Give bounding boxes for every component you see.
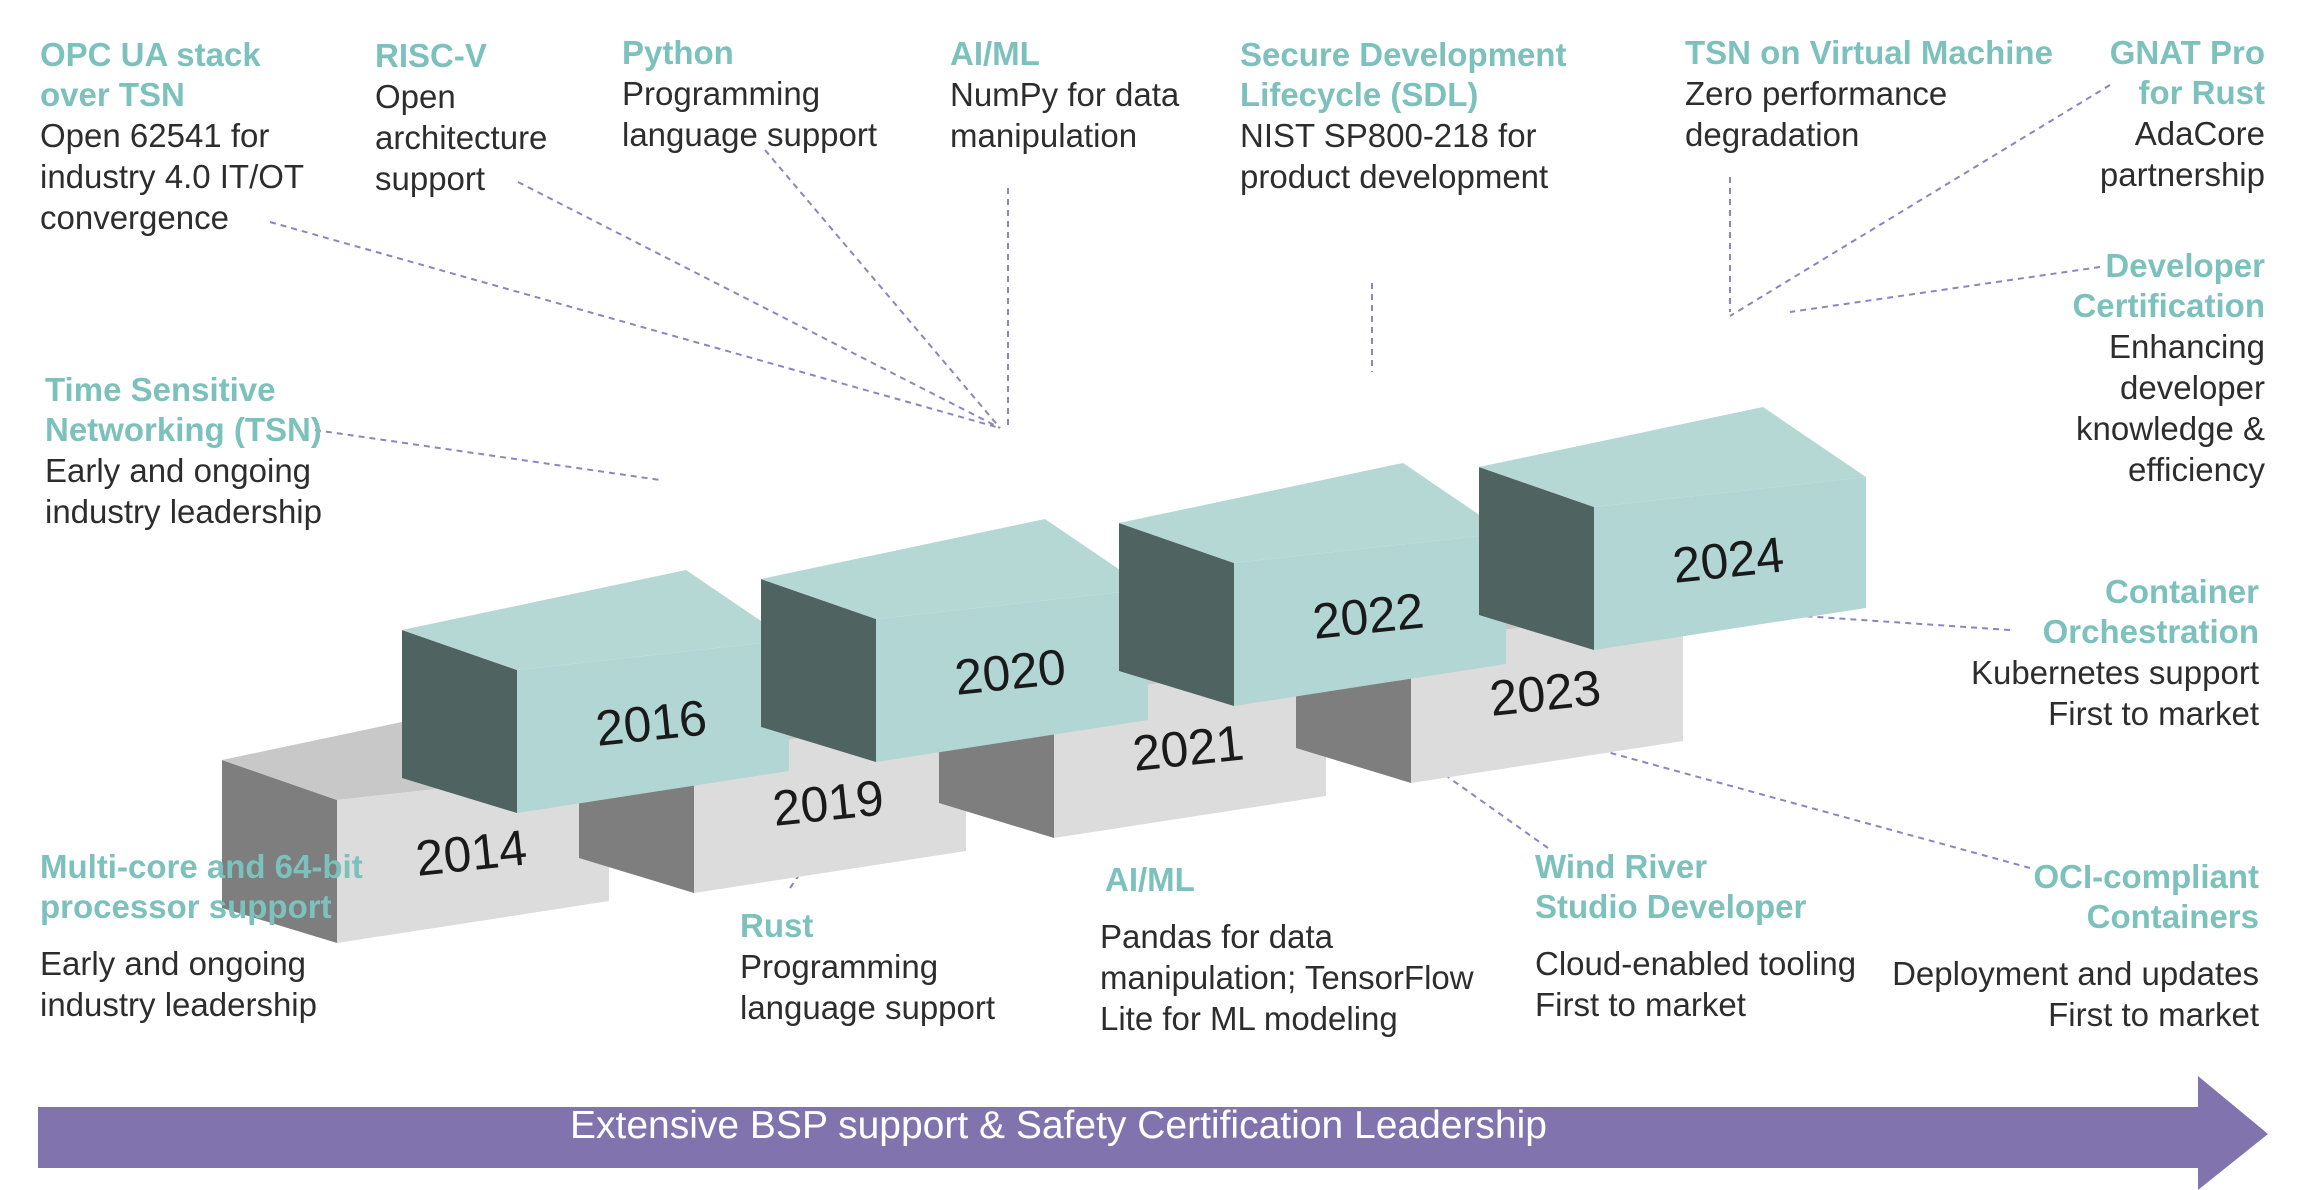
block-top-2024 [1479,407,1866,507]
year-label-2020: 2020 [952,638,1068,705]
year-label-2021: 2021 [1130,714,1246,781]
banner-arrow [38,1076,2268,1190]
block-side-2024 [1479,467,1594,650]
year-label-2019: 2019 [770,769,886,836]
block-side-2016 [402,630,517,813]
year-label-2023: 2023 [1487,659,1603,726]
annotation-tsn: Time Sensitive Networking (TSN) Early an… [45,371,322,530]
block-top-2020 [761,519,1148,619]
annotation-wind-river-studio: Wind River Studio Developer Cloud-enable… [1535,848,1857,1023]
block-front-2014 [337,770,609,943]
annotation-opc-ua: OPC UA stack over TSN Open 62541 for ind… [40,36,305,236]
year-label-2022: 2022 [1310,582,1426,649]
block-top-2022 [1119,463,1506,563]
block-side-2020 [761,579,876,762]
annotation-sdl: Secure Development Lifecycle (SDL) NIST … [1240,36,1567,195]
annotation-oci-containers: OCI-compliant Containers Deployment and … [1892,858,2259,1033]
annotation-multi-core: Multi-core and 64-bit processor support … [40,848,363,1023]
banner-label: Extensive BSP support & Safety Certifica… [570,1104,1547,1147]
block-side-2014 [222,760,337,943]
annotation-developer-certification: Developer Certification Enhancing develo… [2072,247,2265,488]
block-front-2016 [517,640,789,813]
annotation-python: Python Programming language support [622,34,878,153]
annotation-container-orchestration: Container Orchestration Kubernetes suppo… [1970,573,2259,732]
year-label-2024: 2024 [1670,526,1786,593]
block-top-2016 [402,570,789,670]
annotation-rust: Rust Programming language support [740,907,996,1026]
year-blocks: 2014 2019 2021 2023 2016 2020 2022 2024 [222,407,1866,943]
annotation-aiml-pandas: AI/ML Pandas for data manipulation; Tens… [1100,861,1474,1037]
year-label-2014: 2014 [413,819,529,886]
block-side-2022 [1119,523,1234,706]
block-front-2020 [876,589,1148,762]
annotation-aiml-numpy: AI/ML NumPy for data manipulation [950,35,1180,154]
annotation-tsn-vm: TSN on Virtual Machine Zero performance … [1685,34,2053,153]
year-label-2016: 2016 [593,689,709,756]
block-front-2022 [1234,533,1506,706]
block-front-2024 [1594,477,1866,650]
annotation-gnat-pro: GNAT Pro for Rust AdaCore partnership [2099,34,2265,193]
annotation-risc-v: RISC-V Open architecture support [375,37,548,197]
